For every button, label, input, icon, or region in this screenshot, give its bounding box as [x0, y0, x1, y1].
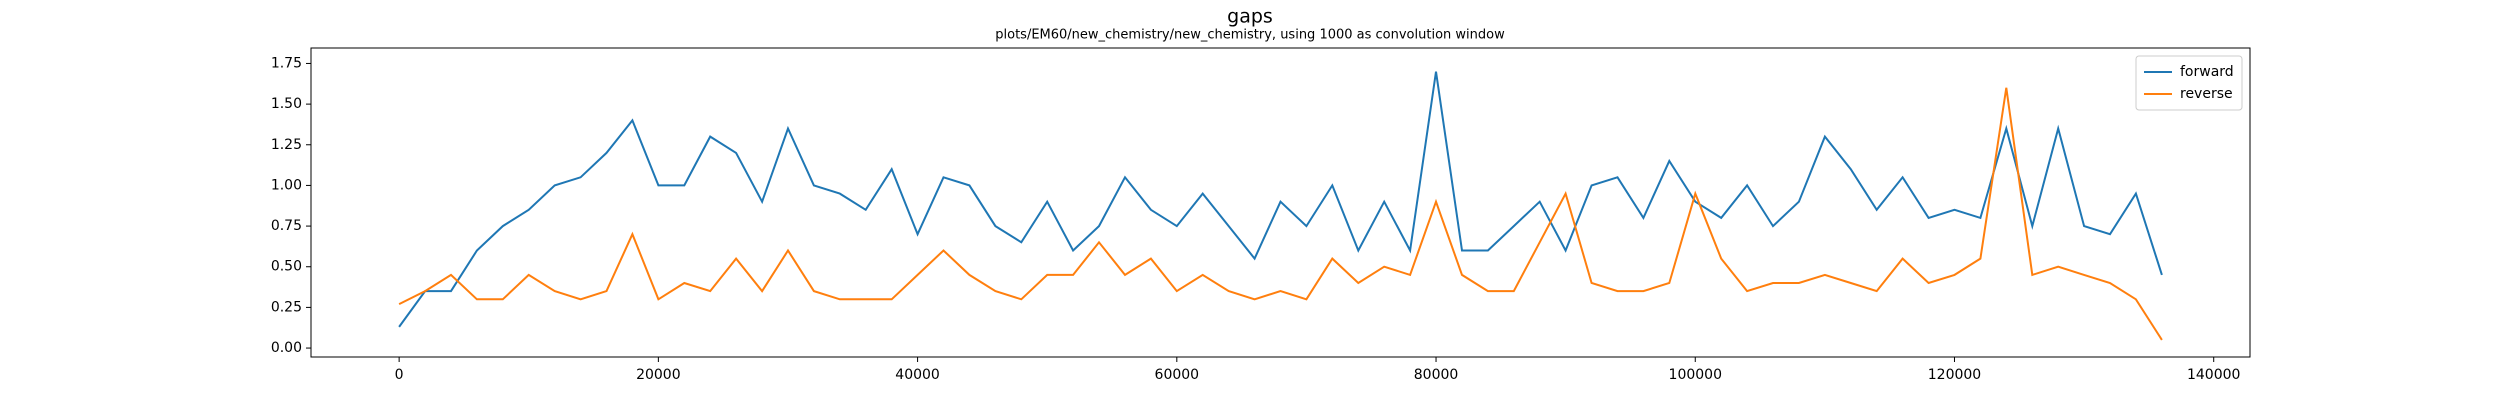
y-tick-label: 1.25	[271, 137, 302, 153]
plot-frame	[310, 47, 2251, 358]
x-tick-label: 100000	[1669, 367, 1722, 383]
chart-subtitle: plots/EM60/new_chemistry/new_chemistry, …	[995, 28, 1505, 43]
legend-label: reverse	[2180, 86, 2233, 102]
line-0	[398, 71, 2163, 328]
x-tick-label: 80000	[1414, 367, 1459, 383]
y-tick-label: 0.25	[271, 299, 302, 315]
x-tick-label: 60000	[1155, 367, 1200, 383]
y-tick-label: 0.75	[271, 218, 302, 234]
x-tick-label: 20000	[636, 367, 681, 383]
x-tick-label: 140000	[2187, 367, 2240, 383]
x-tick-label: 120000	[1928, 367, 1981, 383]
y-tick-label: 1.75	[271, 55, 302, 71]
legend-box	[2135, 55, 2243, 111]
y-tick-label: 1.00	[271, 177, 302, 193]
line-1	[398, 87, 2163, 341]
y-tick-label: 0.50	[271, 259, 302, 275]
x-tick-label: 0	[395, 367, 404, 383]
y-tick-label: 0.00	[271, 340, 302, 356]
chart-title: gaps	[1227, 6, 1273, 28]
legend-label: forward	[2180, 64, 2234, 80]
y-tick-label: 1.50	[271, 96, 302, 112]
x-tick-label: 40000	[895, 367, 940, 383]
